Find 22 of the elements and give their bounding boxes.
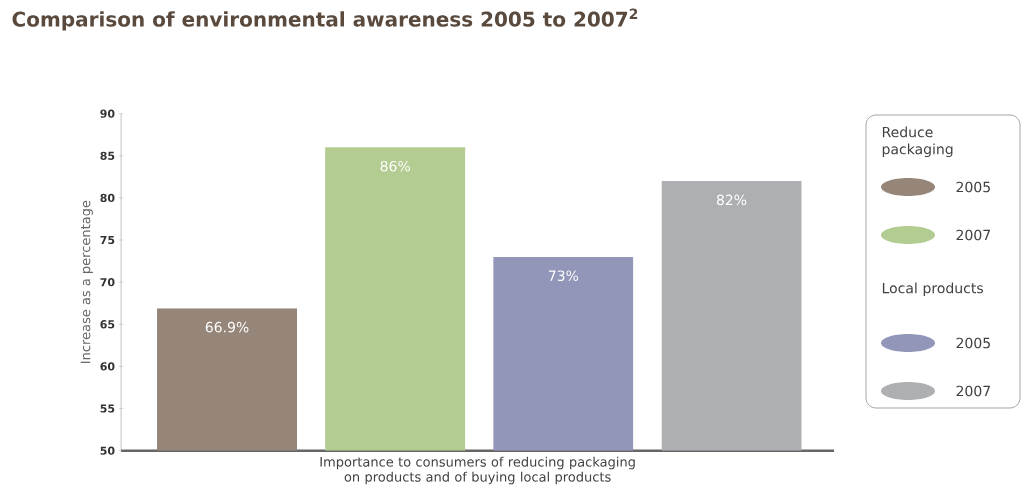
data-label: 66.9%	[205, 321, 249, 333]
y-tick-label: 60	[100, 362, 115, 371]
y-tick-label: 90	[100, 109, 115, 118]
x-axis-title: Importance to consumers of reducing packaging on products and of buying local products	[320, 456, 635, 485]
text: Reduce packaging	[882, 126, 953, 158]
y-tick-label: 55	[100, 404, 115, 413]
y-tick-label: 70	[100, 278, 115, 287]
data-label: 82%	[716, 194, 747, 206]
y-axis-title: Increase as a percentage	[80, 200, 93, 363]
y-tick-label: 50	[100, 446, 115, 455]
legend-label: 2007	[956, 229, 990, 241]
legend-label: 2005	[956, 181, 990, 193]
y-tick-label: 85	[100, 151, 115, 160]
data-label: 73%	[548, 270, 579, 281]
y-tick-label: 80	[100, 193, 115, 203]
y-tick-label: 75	[100, 235, 115, 245]
legend-label: 2007	[956, 385, 990, 397]
y-tick-label: 65	[100, 320, 115, 329]
text: Local products	[882, 282, 983, 297]
data-label: 86%	[380, 160, 410, 172]
legend-label: 2005	[956, 337, 990, 349]
chart-title: Comparison of environmental awareness 2005 to 2007$^{2}$	[12, 8, 638, 31]
